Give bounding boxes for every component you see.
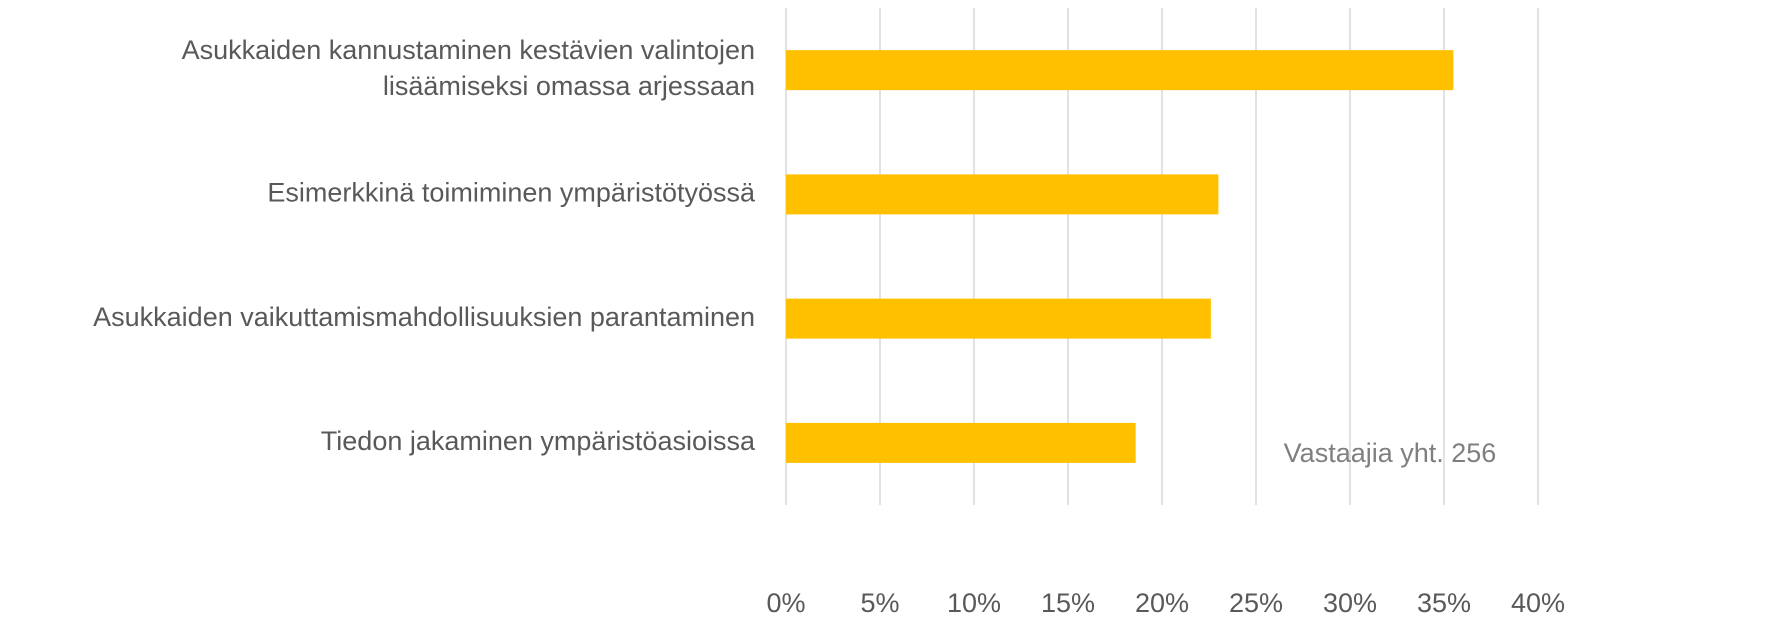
y-tick-label: Asukkaiden vaikuttamismahdollisuuksien p…: [93, 302, 755, 332]
x-tick-label: 20%: [1135, 588, 1189, 618]
bar: [786, 422, 1136, 463]
x-tick-label: 35%: [1417, 588, 1471, 618]
x-tick-label: 15%: [1041, 588, 1095, 618]
annotation: Vastaajia yht. 256: [1284, 438, 1497, 468]
x-tick-label: 40%: [1511, 588, 1565, 618]
bar: [786, 174, 1219, 215]
label-line: Asukkaiden kannustaminen kestävien valin…: [182, 35, 755, 65]
bar: [786, 298, 1211, 339]
x-tick-label: 10%: [947, 588, 1001, 618]
x-tick-label: 5%: [860, 588, 899, 618]
x-tick-label: 25%: [1229, 588, 1283, 618]
label-line: lisäämiseksi omassa arjessaan: [383, 71, 755, 101]
y-tick-label: Asukkaiden kannustaminen kestävien valin…: [182, 35, 755, 101]
bar: [786, 50, 1454, 91]
y-tick-label: Esimerkkinä toimiminen ympäristötyössä: [267, 178, 756, 208]
x-tick-label: 30%: [1323, 588, 1377, 618]
y-tick-label: Tiedon jakaminen ympäristöasioissa: [321, 426, 756, 456]
x-tick-label: 0%: [766, 588, 805, 618]
